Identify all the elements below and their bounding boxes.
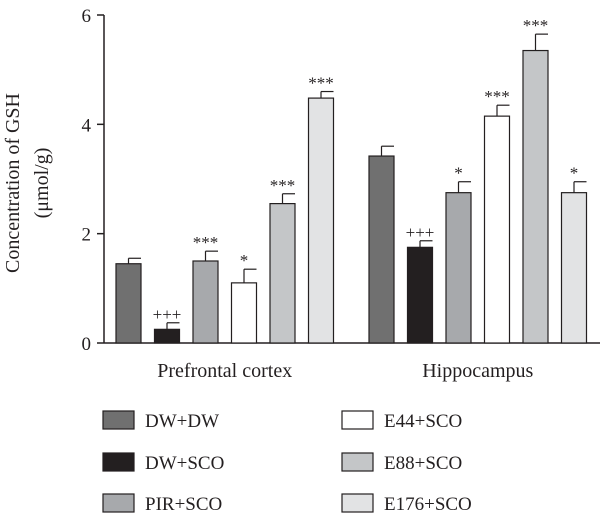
bar <box>445 192 472 344</box>
x-category-label: Hippocampus <box>422 360 533 382</box>
significance-label: * <box>570 164 579 183</box>
significance-label: *** <box>523 16 549 35</box>
y-tick-label: 4 <box>82 115 92 136</box>
x-category-label: Prefrontal cortex <box>157 360 292 382</box>
legend-label: E44+SCO <box>384 411 462 432</box>
significance-label: *** <box>308 74 334 93</box>
bar <box>115 263 142 344</box>
legend-swatch <box>102 410 135 430</box>
bar <box>307 97 335 344</box>
legend-label: E88+SCO <box>384 453 462 474</box>
bar <box>483 115 511 344</box>
bar <box>192 260 219 344</box>
significance-label: *** <box>193 233 219 252</box>
legend-label: PIR+SCO <box>145 494 222 515</box>
significance-label: +++ <box>153 305 182 324</box>
legend-swatch <box>341 410 374 430</box>
legend-swatch <box>341 493 374 513</box>
legend-swatch <box>102 452 135 472</box>
bar <box>269 203 296 344</box>
significance-label: *** <box>484 87 510 106</box>
y-axis-label: Concentration of GSH <box>2 93 24 273</box>
bar <box>230 282 258 344</box>
significance-label: * <box>454 164 463 183</box>
bar <box>522 49 549 344</box>
bar <box>406 246 434 344</box>
bar <box>560 192 588 344</box>
y-tick-label: 2 <box>82 225 92 246</box>
significance-label: * <box>240 251 249 270</box>
legend-label: E176+SCO <box>384 494 472 515</box>
significance-label: *** <box>270 176 296 195</box>
y-tick-label: 0 <box>82 334 92 355</box>
legend-swatch <box>341 452 374 472</box>
significance-label: +++ <box>406 223 435 242</box>
bar <box>368 155 395 344</box>
y-axis-label-unit: (μmol/g) <box>31 148 53 219</box>
legend-swatch <box>102 493 135 513</box>
bar <box>153 328 181 344</box>
y-tick-label: 6 <box>82 6 92 27</box>
legend-label: DW+DW <box>145 411 219 432</box>
legend-label: DW+SCO <box>145 453 224 474</box>
